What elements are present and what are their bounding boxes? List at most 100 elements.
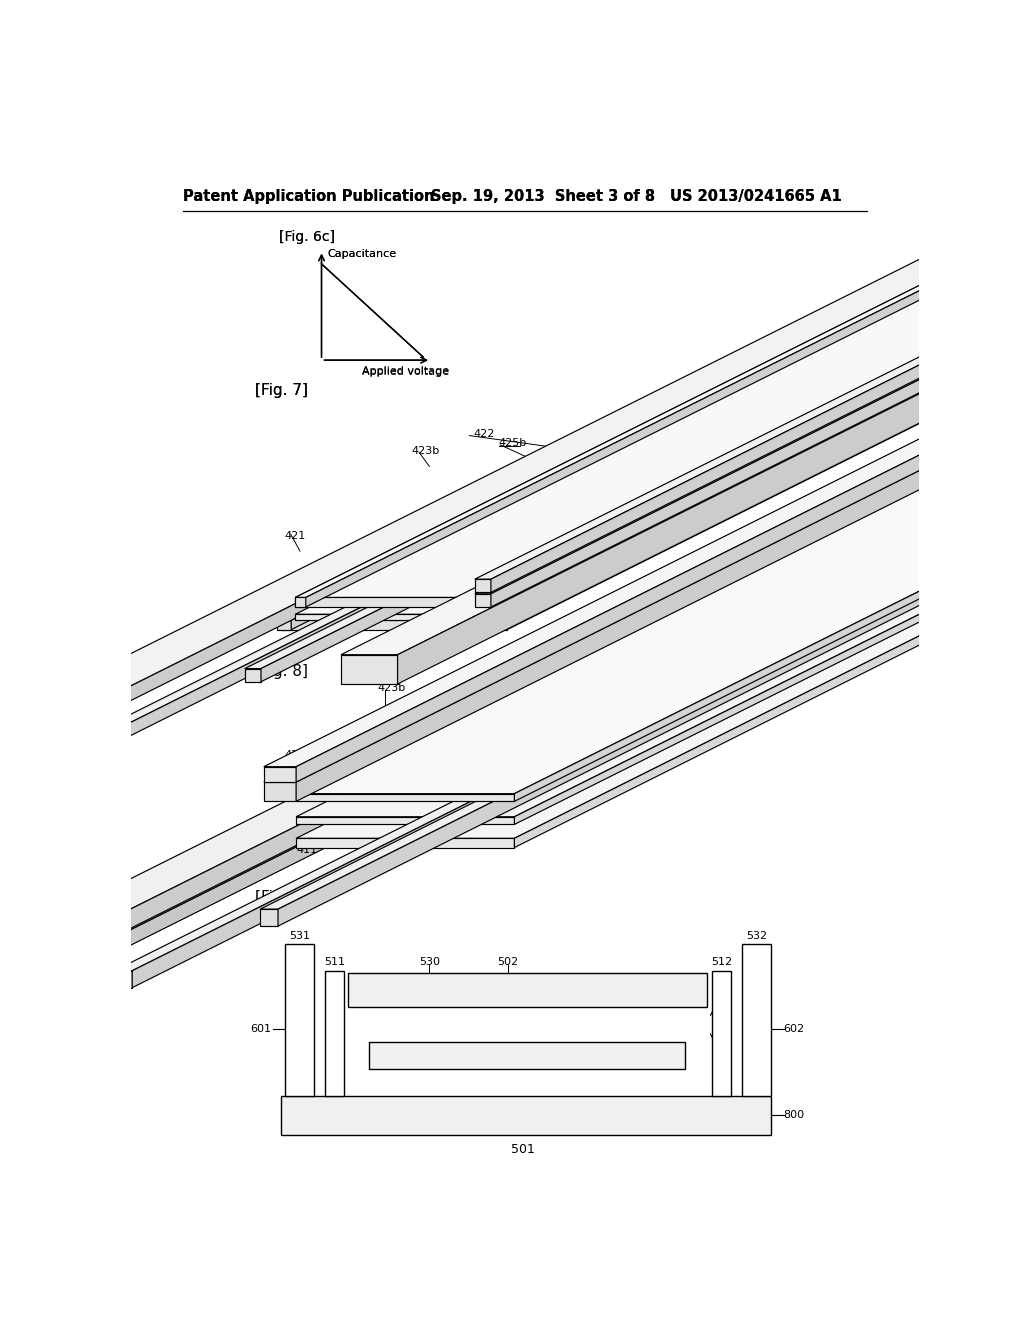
Text: [Fig. 7]: [Fig. 7] bbox=[255, 383, 308, 399]
Polygon shape bbox=[296, 793, 514, 801]
Polygon shape bbox=[296, 817, 514, 825]
Polygon shape bbox=[0, 367, 1024, 1002]
Text: 420: 420 bbox=[550, 480, 571, 491]
Text: 420: 420 bbox=[477, 681, 499, 690]
Polygon shape bbox=[475, 240, 1024, 579]
Polygon shape bbox=[264, 305, 1024, 767]
Text: 511: 511 bbox=[325, 957, 345, 968]
Text: 411: 411 bbox=[276, 640, 298, 649]
Polygon shape bbox=[475, 594, 490, 607]
Polygon shape bbox=[115, 422, 731, 743]
Polygon shape bbox=[245, 360, 877, 668]
Polygon shape bbox=[281, 1096, 771, 1135]
Text: 412: 412 bbox=[543, 465, 564, 475]
Text: 425a: 425a bbox=[392, 649, 421, 660]
Polygon shape bbox=[261, 360, 877, 681]
Polygon shape bbox=[296, 305, 1024, 781]
Polygon shape bbox=[514, 0, 1024, 847]
Text: 423b: 423b bbox=[412, 446, 440, 455]
Polygon shape bbox=[296, 321, 1024, 801]
Text: 411: 411 bbox=[296, 845, 317, 855]
Polygon shape bbox=[490, 255, 1024, 607]
Polygon shape bbox=[281, 281, 1024, 620]
Polygon shape bbox=[514, 0, 1024, 825]
Text: 422: 422 bbox=[473, 429, 495, 440]
Text: [Fig. 6c]: [Fig. 6c] bbox=[280, 230, 335, 244]
Polygon shape bbox=[291, 281, 969, 630]
Text: Patent Application Publication: Patent Application Publication bbox=[183, 189, 434, 205]
Text: [Fig. 8]: [Fig. 8] bbox=[255, 664, 308, 678]
Polygon shape bbox=[132, 632, 810, 987]
Polygon shape bbox=[115, 970, 132, 987]
Polygon shape bbox=[397, 193, 1024, 684]
Text: 800: 800 bbox=[783, 1110, 805, 1119]
Polygon shape bbox=[370, 1043, 685, 1069]
Polygon shape bbox=[712, 970, 731, 1096]
Text: 425b: 425b bbox=[499, 438, 527, 449]
Polygon shape bbox=[295, 259, 1024, 598]
Polygon shape bbox=[475, 579, 490, 593]
Text: a: a bbox=[717, 1019, 724, 1030]
Text: Sep. 19, 2013  Sheet 3 of 8: Sep. 19, 2013 Sheet 3 of 8 bbox=[431, 189, 655, 205]
Text: [Fig. 7]: [Fig. 7] bbox=[255, 383, 308, 399]
Text: US 2013/0241665 A1: US 2013/0241665 A1 bbox=[670, 189, 842, 205]
Polygon shape bbox=[99, 422, 731, 730]
Polygon shape bbox=[260, 909, 278, 927]
Text: 501: 501 bbox=[511, 1143, 536, 1156]
Text: 425a: 425a bbox=[392, 832, 421, 841]
Polygon shape bbox=[99, 730, 115, 743]
Polygon shape bbox=[260, 570, 955, 909]
Polygon shape bbox=[296, 838, 514, 847]
Polygon shape bbox=[514, 0, 1024, 801]
Polygon shape bbox=[295, 0, 1024, 598]
Polygon shape bbox=[494, 259, 1024, 607]
Text: 530: 530 bbox=[419, 957, 440, 968]
Text: 423a: 423a bbox=[484, 573, 513, 583]
Polygon shape bbox=[0, 230, 1024, 770]
Text: 421: 421 bbox=[285, 750, 306, 760]
Polygon shape bbox=[341, 193, 1024, 655]
Text: [Fig. 6c]: [Fig. 6c] bbox=[280, 230, 335, 244]
Polygon shape bbox=[507, 281, 1024, 630]
Polygon shape bbox=[264, 767, 296, 781]
Text: US 2013/0241665 A1: US 2013/0241665 A1 bbox=[670, 189, 842, 205]
Polygon shape bbox=[341, 655, 397, 684]
Polygon shape bbox=[276, 0, 1024, 611]
Text: 531: 531 bbox=[289, 931, 309, 941]
Polygon shape bbox=[742, 944, 771, 1096]
Polygon shape bbox=[490, 240, 1024, 593]
Polygon shape bbox=[264, 321, 1024, 781]
Polygon shape bbox=[0, 230, 1024, 784]
Text: 602: 602 bbox=[783, 1023, 805, 1034]
Text: 601: 601 bbox=[251, 1023, 271, 1034]
Text: 402: 402 bbox=[497, 788, 517, 799]
Text: Applied voltage: Applied voltage bbox=[361, 367, 449, 378]
Polygon shape bbox=[296, 0, 1024, 817]
Polygon shape bbox=[245, 668, 261, 681]
Polygon shape bbox=[296, 0, 1024, 838]
Text: 401: 401 bbox=[388, 735, 410, 744]
Polygon shape bbox=[295, 614, 494, 620]
Text: 423b: 423b bbox=[377, 684, 406, 693]
Text: Capacitance: Capacitance bbox=[328, 249, 397, 259]
Polygon shape bbox=[115, 632, 810, 970]
Text: 532: 532 bbox=[746, 931, 767, 941]
Text: 421: 421 bbox=[285, 531, 306, 541]
Text: [Fig. 9]: [Fig. 9] bbox=[255, 890, 308, 906]
Polygon shape bbox=[291, 0, 1024, 620]
Text: 512: 512 bbox=[712, 957, 732, 968]
Polygon shape bbox=[0, 387, 1024, 1019]
Text: Capacitance: Capacitance bbox=[328, 249, 397, 259]
Polygon shape bbox=[296, 0, 1024, 793]
Polygon shape bbox=[348, 973, 707, 1007]
Polygon shape bbox=[278, 570, 955, 927]
Polygon shape bbox=[295, 598, 494, 607]
Polygon shape bbox=[276, 620, 291, 630]
Text: Sep. 19, 2013  Sheet 3 of 8: Sep. 19, 2013 Sheet 3 of 8 bbox=[431, 189, 655, 205]
Polygon shape bbox=[306, 0, 1024, 607]
Polygon shape bbox=[475, 255, 1024, 594]
Text: 502: 502 bbox=[498, 957, 518, 968]
Polygon shape bbox=[494, 0, 1024, 620]
Polygon shape bbox=[0, 387, 1024, 1003]
Polygon shape bbox=[295, 598, 306, 607]
